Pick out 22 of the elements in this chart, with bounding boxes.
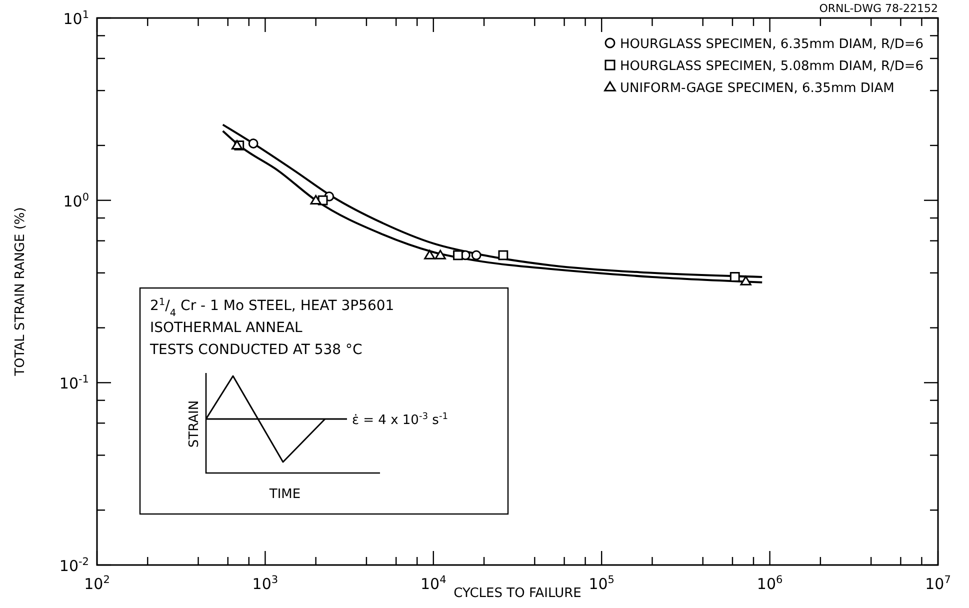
x-tick-label: 10$^{3}$: [252, 574, 278, 593]
y-tick-label: 10$^{0}$: [63, 191, 89, 210]
legend-label: HOURGLASS SPECIMEN, 5.08mm DIAM, R/D=6: [620, 59, 924, 74]
x-axis-title: CYCLES TO FAILURE: [454, 586, 582, 601]
legend-label: UNIFORM-GAGE SPECIMEN, 6.35mm DIAM: [620, 81, 894, 96]
annotation: TIME: [268, 487, 301, 502]
x-tick-label: 10$^{6}$: [756, 574, 784, 593]
annotation: TESTS CONDUCTED AT 538 °C: [149, 342, 363, 358]
annotation: ISOTHERMAL ANNEAL: [150, 320, 303, 336]
annotation: 2$^{1}$/$_{4}$ Cr - 1 Mo STEEL, HEAT 3P5601: [150, 296, 394, 318]
y-tick-label: 10$^{-2}$: [59, 556, 89, 575]
y-axis-title: TOTAL STRAIN RANGE (%): [13, 207, 28, 377]
y-tick-label: 10$^{-1}$: [59, 374, 89, 393]
legend-label: HOURGLASS SPECIMEN, 6.35mm DIAM, R/D=6: [620, 37, 924, 52]
annotation: STRAIN: [187, 400, 202, 448]
x-tick-label: 10$^{7}$: [925, 574, 951, 593]
y-tick-label: 10$^{1}$: [63, 9, 89, 28]
x-tick-label: 10$^{4}$: [420, 574, 447, 593]
text: ORNL-DWG 78-22152: [819, 2, 938, 15]
x-tick-label: 10$^{5}$: [588, 574, 614, 593]
annotation: ε̇ = 4 x 10$^{-3}$ s$^{-1}$: [352, 412, 448, 428]
x-tick-label: 10$^{2}$: [84, 574, 110, 593]
